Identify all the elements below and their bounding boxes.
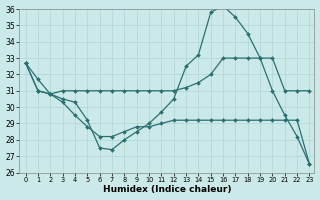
X-axis label: Humidex (Indice chaleur): Humidex (Indice chaleur) xyxy=(103,185,231,194)
